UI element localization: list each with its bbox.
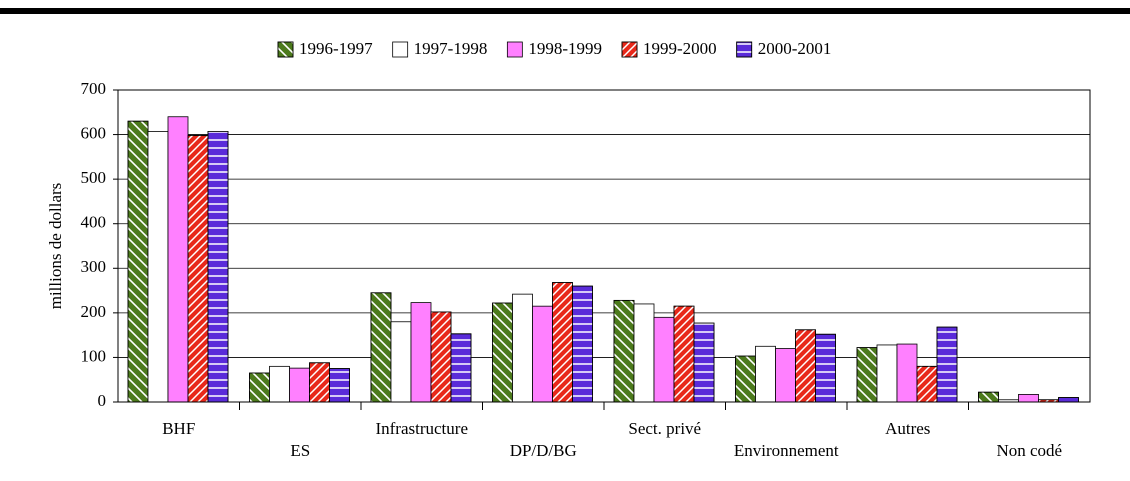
bar: [876, 344, 898, 403]
bar-pattern: [735, 355, 756, 403]
bar: [532, 305, 553, 403]
bar-pattern: [613, 299, 635, 403]
legend-swatch-pattern: [621, 41, 638, 58]
bar-pattern: [815, 333, 836, 403]
bar: [167, 116, 189, 403]
bar: [755, 345, 776, 403]
x-tick-label: ES: [290, 441, 310, 460]
legend-swatch: [392, 41, 409, 58]
bar: [512, 293, 533, 403]
bar-pattern: [552, 282, 573, 403]
bar-pattern: [856, 347, 878, 403]
bar-pattern: [1058, 397, 1079, 403]
x-tick-label: Non codé: [996, 441, 1062, 460]
y-tick-label: 400: [81, 213, 107, 232]
y-tick-label: 100: [81, 346, 107, 365]
legend-label: 1996-1997: [299, 39, 373, 58]
bar-pattern: [127, 120, 149, 403]
bar-pattern: [249, 372, 270, 403]
bar-pattern: [329, 368, 350, 403]
bar: [289, 367, 310, 403]
legend-label: 2000-2001: [758, 39, 832, 58]
legend-swatch-pattern: [277, 41, 294, 58]
bar: [269, 365, 290, 403]
bar-pattern: [978, 391, 999, 403]
bar-pattern: [492, 302, 513, 403]
y-axis-label: millions de dollars: [46, 183, 65, 310]
plot-frame: [117, 89, 1091, 403]
bar-pattern: [916, 365, 938, 403]
x-tick-label: Autres: [885, 419, 930, 438]
legend-swatch-pattern: [736, 41, 753, 58]
y-tick-label: 700: [81, 79, 107, 98]
bar: [633, 303, 655, 403]
legend-swatch: [506, 41, 523, 58]
x-tick-label: BHF: [162, 419, 195, 438]
bar-pattern: [693, 322, 715, 403]
bar: [390, 321, 412, 403]
legend-label: 1997-1998: [414, 39, 488, 58]
y-tick-label: 200: [81, 302, 107, 321]
x-tick-label: DP/D/BG: [510, 441, 577, 460]
bar-pattern: [572, 285, 593, 403]
bar-pattern: [309, 362, 330, 403]
bar: [1018, 394, 1039, 403]
bar-pattern: [370, 292, 392, 403]
bar-pattern: [450, 333, 472, 403]
bar-pattern: [936, 326, 958, 403]
y-tick-label: 500: [81, 168, 107, 187]
bar-pattern: [795, 329, 816, 403]
bar: [896, 343, 918, 403]
x-tick-label: Environnement: [734, 441, 839, 460]
bar-pattern: [430, 311, 452, 403]
top-rule: [0, 8, 1130, 14]
bar: [775, 348, 796, 403]
bar-pattern: [673, 305, 695, 403]
bar: [410, 302, 432, 403]
y-tick-label: 600: [81, 123, 107, 142]
bar: [653, 316, 675, 403]
bar-pattern: [187, 135, 209, 403]
y-tick-label: 300: [81, 257, 107, 276]
legend-label: 1998-1999: [528, 39, 602, 58]
x-tick-label: Infrastructure: [375, 419, 468, 438]
legend-label: 1999-2000: [643, 39, 717, 58]
x-tick-label: Sect. privé: [628, 419, 701, 438]
bar: [147, 131, 169, 403]
y-tick-label: 0: [98, 391, 107, 410]
bar-pattern: [207, 131, 229, 403]
